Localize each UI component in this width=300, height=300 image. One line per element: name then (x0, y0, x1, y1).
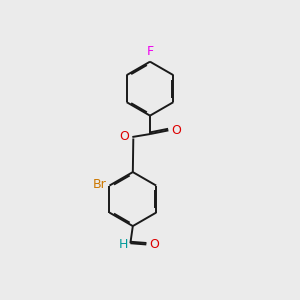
Text: O: O (119, 130, 129, 143)
Text: H: H (119, 238, 128, 251)
Text: F: F (146, 45, 154, 58)
Text: O: O (171, 124, 181, 137)
Text: O: O (149, 238, 159, 251)
Text: Br: Br (93, 178, 106, 191)
